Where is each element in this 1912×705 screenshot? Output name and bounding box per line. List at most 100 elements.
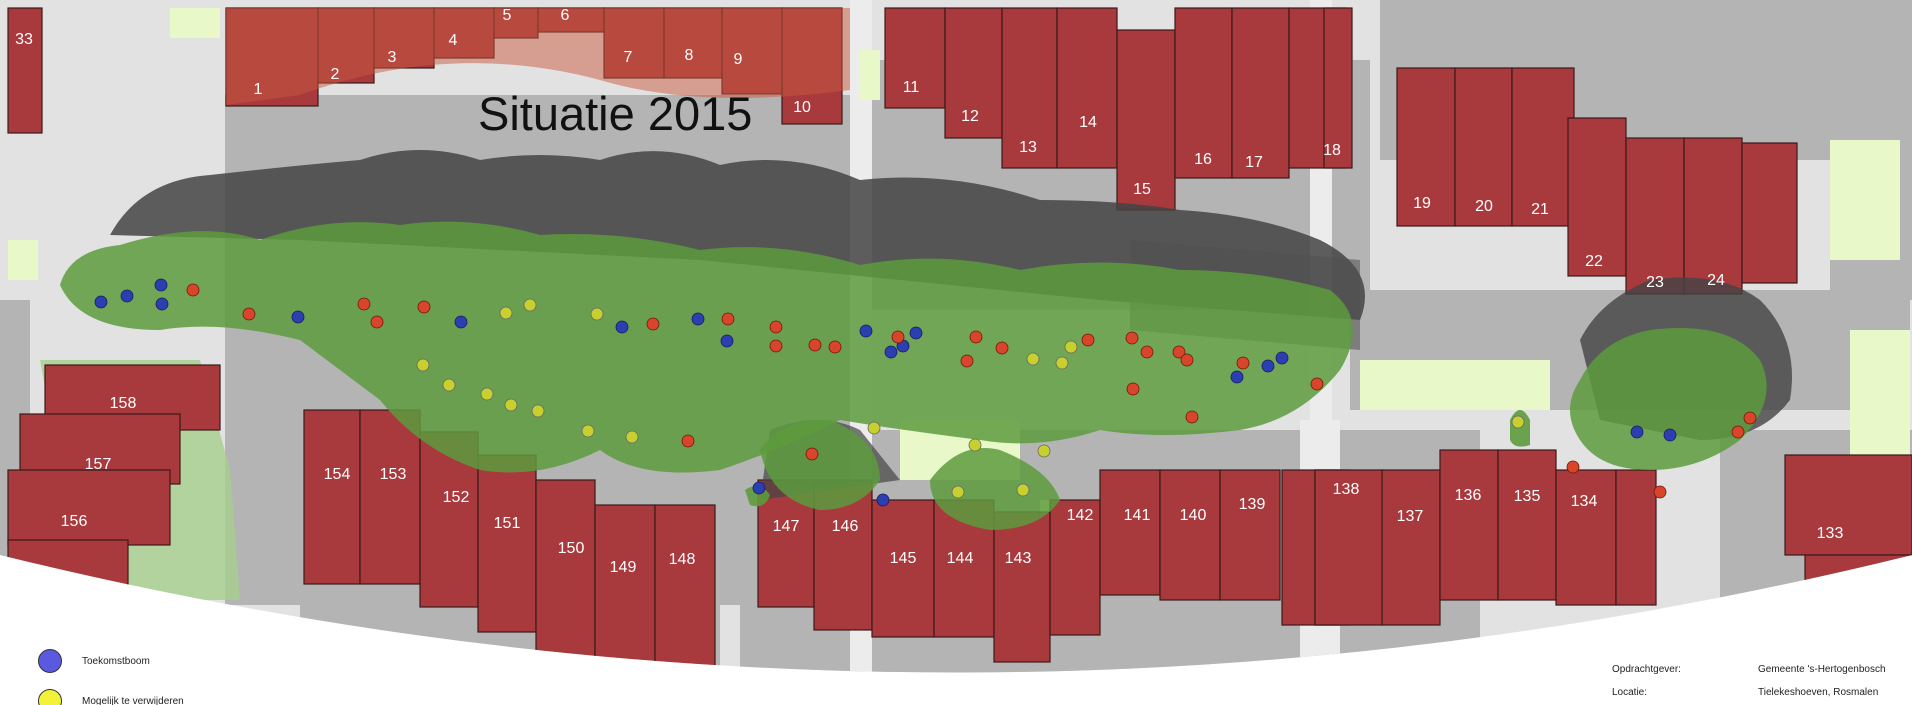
tree-dot-yellow — [480, 387, 494, 401]
map-title: Situatie 2015 — [478, 87, 753, 140]
legend-label: Mogelijk te verwijderen — [82, 695, 184, 705]
lot-number-label: 1 — [254, 81, 263, 98]
tree-dot-red — [357, 297, 371, 311]
lot-number-label: 153 — [380, 466, 407, 483]
location-value: Tielekeshoeven, Rosmalen — [1758, 687, 1879, 698]
tree-dot-blue — [454, 315, 468, 329]
house — [1615, 469, 1657, 606]
lot-number-label: 8 — [685, 47, 694, 64]
tree-dot-red — [769, 339, 783, 353]
house — [7, 469, 171, 546]
lot-number-label: 136 — [1455, 487, 1482, 504]
lot-number-label: 138 — [1333, 481, 1360, 498]
lot-number-label: 151 — [494, 515, 521, 532]
location-label: Locatie: — [1612, 687, 1648, 698]
tree-dot-red — [891, 330, 905, 344]
lot-number-label: 19 — [1413, 195, 1431, 212]
lot-number-label: 16 — [1194, 151, 1212, 168]
house — [1741, 142, 1798, 284]
tree-dot-red — [1126, 382, 1140, 396]
lot-number-label: 154 — [324, 466, 351, 483]
house — [1784, 454, 1912, 556]
tree-canopy-east — [1570, 328, 1767, 470]
lot-number-label: 18 — [1323, 142, 1341, 159]
house — [1625, 137, 1685, 295]
tree-dot-blue — [154, 278, 168, 292]
lot-number-label: 134 — [1571, 493, 1598, 510]
tree-dot-blue — [1261, 359, 1275, 373]
house — [1174, 7, 1233, 179]
tree-dot-yellow — [590, 307, 604, 321]
house — [871, 499, 935, 638]
tree-dot-yellow — [499, 306, 513, 320]
tree-canopy-south-1 — [760, 420, 880, 510]
house — [303, 409, 361, 585]
tree-dot-blue — [1230, 370, 1244, 384]
lot-number-label: 24 — [1707, 272, 1725, 289]
lot-number-label: 142 — [1067, 507, 1094, 524]
lot-overlay — [226, 8, 850, 105]
lot-number-label: 23 — [1646, 274, 1664, 291]
lot-number-label: 135 — [1514, 488, 1541, 505]
lot-number-label: 146 — [832, 518, 859, 535]
tree-dot-red — [681, 434, 695, 448]
lot-number-label: 9 — [734, 51, 743, 68]
lot-number-label: 14 — [1079, 114, 1097, 131]
grass-patch — [1360, 360, 1550, 410]
tree-dot-blue — [615, 320, 629, 334]
house — [1116, 29, 1176, 211]
tree-dot-red — [828, 340, 842, 354]
tree-dot-red — [1172, 345, 1186, 359]
tree-dot-blue — [876, 493, 890, 507]
tree-dot-blue — [691, 312, 705, 326]
tree-canopy-small — [1510, 410, 1530, 447]
tree-canopy-south-2 — [930, 448, 1060, 530]
lot-number-label: 143 — [1005, 550, 1032, 567]
lot-number-label: 15 — [1133, 181, 1151, 198]
house — [1231, 7, 1290, 179]
house — [1381, 469, 1441, 626]
lot-number-label: 140 — [1180, 507, 1207, 524]
tree-dot-red — [417, 300, 431, 314]
tree-dot-yellow — [951, 485, 965, 499]
house — [359, 409, 421, 585]
tree-dot-blue — [720, 334, 734, 348]
grass-patch — [860, 50, 880, 100]
tree-dot-red — [242, 307, 256, 321]
tree-dot-blue — [1630, 425, 1644, 439]
lot-number-label: 139 — [1239, 496, 1266, 513]
lot-number-label: 22 — [1585, 253, 1603, 270]
lot-number-label: 7 — [624, 49, 633, 66]
house — [1001, 7, 1058, 169]
tree-dot-blue — [859, 324, 873, 338]
house — [1056, 7, 1118, 169]
house — [535, 479, 596, 665]
lot-number-label: 148 — [669, 551, 696, 568]
lot-number-label: 144 — [947, 550, 974, 567]
tree-dot-yellow — [1055, 356, 1069, 370]
lot-number-label: 13 — [1019, 139, 1037, 156]
lot-number-label: 4 — [449, 32, 458, 49]
tree-dot-red — [1653, 485, 1667, 499]
lot-number-label: 152 — [443, 489, 470, 506]
tree-dot-yellow — [625, 430, 639, 444]
tree-dot-red — [721, 312, 735, 326]
lot-number-label: 149 — [610, 559, 637, 576]
legend-blue-dot-icon — [38, 649, 62, 673]
house — [1314, 469, 1384, 626]
tree-dot-blue — [1663, 428, 1677, 442]
tree-dot-yellow — [867, 421, 881, 435]
tree-dot-yellow — [1511, 415, 1525, 429]
legend-label: Toekomstboom — [82, 655, 150, 667]
house — [944, 7, 1003, 139]
house — [477, 454, 537, 633]
lot-number-label: 141 — [1124, 507, 1151, 524]
lot-number-label: 12 — [961, 108, 979, 125]
legend-item-mogelijk-te-verwijderen: Mogelijk te verwijderen — [38, 689, 184, 705]
lot-number-label: 158 — [110, 395, 137, 412]
tree-dot-red — [805, 447, 819, 461]
tree-dot-yellow — [442, 378, 456, 392]
lot-number-label: 2 — [331, 66, 340, 83]
grass-patch — [170, 8, 220, 38]
lot-number-label: 10 — [793, 99, 811, 116]
